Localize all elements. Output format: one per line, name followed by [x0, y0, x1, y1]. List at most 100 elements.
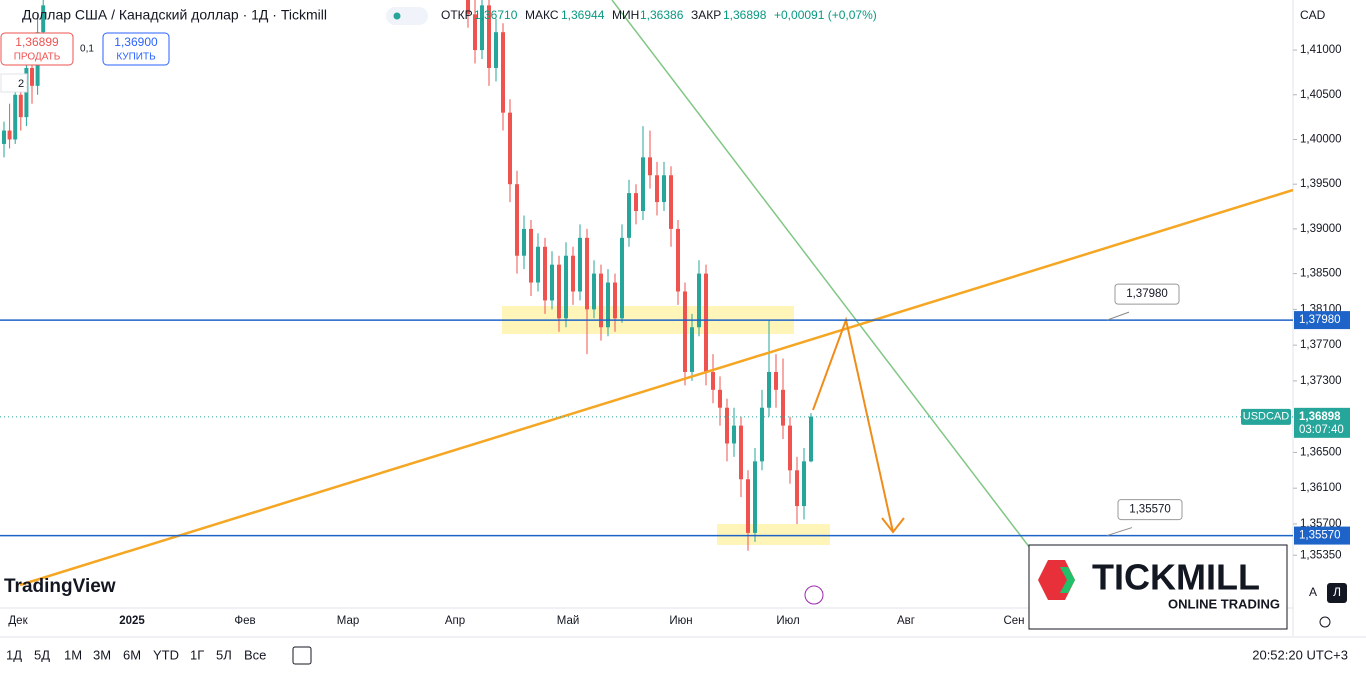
candle-body	[501, 32, 505, 113]
candle-body	[802, 461, 806, 507]
period-button[interactable]: 1М	[64, 647, 82, 662]
candle-body	[487, 5, 491, 68]
candle-body	[739, 425, 743, 480]
date-range-icon[interactable]	[292, 646, 312, 665]
candle-body	[41, 5, 46, 33]
sell-button[interactable]	[0, 32, 74, 66]
y-tick-label: 1,37300	[1300, 375, 1342, 387]
status-dot	[393, 12, 401, 20]
broker-logo-icon	[1060, 567, 1075, 593]
candle-body	[697, 273, 701, 328]
candle-body	[564, 255, 568, 319]
time-axis: Дек 2025 Фев Мар Апр Май Июн Июл Авг Сен	[8, 615, 1024, 627]
indicator-toggle[interactable]	[0, 73, 28, 93]
tradingview-logo: TradingView	[4, 576, 116, 597]
level-price: 1,35570	[1299, 530, 1341, 542]
buy-label: КУПИТЬ	[116, 52, 156, 63]
candle-body	[760, 407, 764, 462]
candle-body	[753, 461, 757, 533]
candle-body	[641, 157, 645, 212]
candle-body	[515, 184, 519, 256]
candle-body	[466, 0, 470, 15]
auto-scale[interactable]: A	[1309, 585, 1317, 599]
period-button[interactable]: 5Л	[216, 647, 232, 662]
candle-body	[529, 228, 533, 283]
period-button[interactable]: 1Г	[190, 647, 204, 662]
candle-body	[704, 273, 708, 372]
last-price-tag	[1294, 407, 1350, 438]
candle-body	[536, 246, 540, 283]
callout-box	[1117, 499, 1183, 521]
x-tick-label: Июл	[776, 615, 799, 627]
candle-body	[480, 5, 484, 51]
y-tick-label: 1,40000	[1300, 134, 1342, 146]
arrow-head	[881, 517, 905, 534]
y-tick-label: 1,35350	[1300, 549, 1342, 561]
candle-body	[809, 416, 813, 462]
candle-body	[662, 175, 666, 203]
ohlc-value: 1,36386	[640, 8, 684, 22]
candle-body	[30, 67, 34, 86]
y-tick-label: 1,39500	[1300, 178, 1342, 190]
trend-line	[19, 188, 1294, 587]
candle-body	[634, 193, 638, 212]
candle-body	[18, 94, 23, 118]
callout-pointer	[1106, 311, 1130, 321]
ohlc-label: ЗАКР	[691, 8, 721, 22]
y-tick-label: 1,36100	[1300, 482, 1342, 494]
period-button[interactable]: YTD	[153, 647, 179, 662]
log-scale: Л	[1333, 585, 1341, 599]
candle-body	[508, 112, 512, 185]
candle-body	[571, 255, 575, 292]
settings-icon[interactable]	[1319, 616, 1331, 628]
broker-logo-box	[1028, 544, 1288, 630]
y-tick-label: 1,40500	[1300, 89, 1342, 101]
symbol-title[interactable]: Доллар США / Канадский доллар · 1Д · Tic…	[22, 7, 327, 23]
candle-body	[2, 130, 6, 144]
sell-price: 1,36899	[15, 35, 59, 49]
toolbar-overlay: Доллар США / Канадский доллар · 1Д · Tic…	[0, 7, 1326, 93]
candle-body	[7, 130, 12, 140]
candle-body	[690, 327, 694, 372]
candle-body	[732, 425, 736, 444]
y-tick-label: 1,39000	[1300, 223, 1342, 235]
period-button[interactable]: 3М	[93, 647, 111, 662]
period-button[interactable]: 1Д	[6, 647, 22, 662]
buy-price: 1,36900	[114, 35, 158, 49]
level-price-tag	[1294, 526, 1350, 545]
y-tick-label: 1,36500	[1300, 446, 1342, 458]
candle-body	[606, 282, 610, 328]
period-button[interactable]: 6М	[123, 647, 141, 662]
buy-button[interactable]	[102, 32, 170, 66]
y-tick-label: 1,41000	[1300, 44, 1342, 56]
candle-body	[585, 237, 589, 310]
candle-body	[13, 94, 18, 140]
x-tick-label: Авг	[897, 615, 915, 627]
candle-body	[781, 389, 785, 426]
broker-name: TICKMILL	[1092, 557, 1260, 598]
x-tick-label: Фев	[234, 615, 255, 627]
ohlc-label: МИН	[612, 8, 639, 22]
candle-body	[592, 273, 596, 310]
indicator-count: 2	[18, 78, 24, 90]
x-tick-label: Сен	[1003, 615, 1024, 627]
symbol-tag-label: USDCAD	[1243, 411, 1290, 423]
period-button[interactable]: Все	[244, 647, 266, 662]
log-scale-button[interactable]	[1327, 583, 1347, 603]
candle-body	[648, 157, 652, 176]
ohlc-value: 1,36710	[474, 8, 518, 22]
ohlc-label: МАКС	[525, 8, 559, 22]
x-tick-label: Дек	[8, 615, 28, 627]
candle-body	[711, 371, 715, 390]
sell-label: ПРОДАТЬ	[14, 52, 61, 63]
y-tick-label: 1,37700	[1300, 339, 1342, 351]
currency[interactable]: CAD	[1300, 8, 1326, 22]
candle-body	[774, 371, 778, 390]
candle-body	[746, 479, 750, 533]
callout-pointer	[1106, 527, 1133, 537]
period-button[interactable]: 5Д	[34, 647, 50, 662]
level-price-tag	[1294, 311, 1350, 330]
event-icon[interactable]	[804, 585, 824, 605]
candle-body	[627, 193, 631, 238]
